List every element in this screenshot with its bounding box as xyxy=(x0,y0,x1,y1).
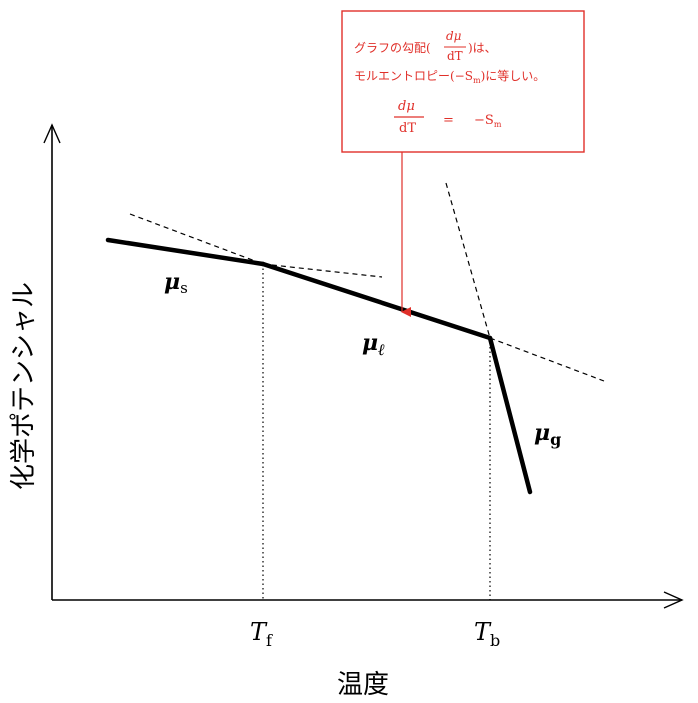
annotation-line1-suffix: )は、 xyxy=(468,41,497,55)
y-axis-arrowhead xyxy=(43,123,61,144)
annotation-eq-equals: = xyxy=(443,113,454,128)
gas-curve xyxy=(487,335,533,495)
annotation-line2: モルエントロピー(−Sm)に等しい。 xyxy=(354,69,545,85)
gas-curve-label: μg xyxy=(534,420,561,449)
gas-extension-dashed xyxy=(445,182,491,339)
annotation-line1-prefix: グラフの勾配( xyxy=(354,41,431,55)
annotation-box xyxy=(341,10,585,153)
liquid-curve-label: μℓ xyxy=(362,330,385,359)
solid-extension-dashed xyxy=(129,213,264,265)
x-tick-label-tf: Tf xyxy=(250,618,273,650)
annotation-eq-rhs: −Sm xyxy=(474,113,502,129)
liquid-extension-right-dashed xyxy=(489,337,605,382)
x-tick-label-tb: Tb xyxy=(474,618,500,650)
x-axis-arrowhead xyxy=(663,591,684,609)
annotation-eq-numerator: dμ xyxy=(398,99,415,114)
annotation-eq-denominator: dT xyxy=(399,121,416,136)
x-axis-label: 温度 xyxy=(337,670,389,700)
solid-curve xyxy=(105,237,266,267)
liquid-curve xyxy=(260,261,493,341)
y-axis-label: 化学ポテンシャル xyxy=(9,282,39,490)
annotation-frac-denominator: dT xyxy=(447,49,463,63)
solid-curve-label: μs xyxy=(164,269,188,297)
liquid-extension-left-dashed xyxy=(262,263,383,278)
annotation-frac-numerator: dμ xyxy=(446,29,462,43)
